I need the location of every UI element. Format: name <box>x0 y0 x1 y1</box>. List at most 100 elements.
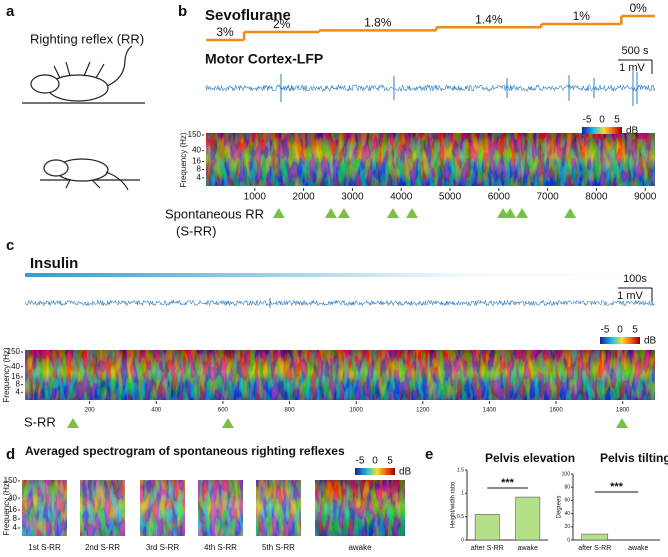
y-tick-label: 20 <box>564 524 570 530</box>
x-tick-label: 1600 <box>549 408 563 414</box>
y-tick-label: 150 <box>7 347 21 356</box>
x-tick-label: 8000 <box>585 192 608 203</box>
y-tick-label: 1 <box>461 491 464 497</box>
step-label: 1% <box>573 9 591 23</box>
panel-letter: c <box>6 237 14 254</box>
y-tick-label: 100 <box>562 471 571 477</box>
event-marker <box>564 208 577 218</box>
y-axis-label: Height/width ratio <box>451 481 457 528</box>
y-tick-label: 150 <box>4 476 18 485</box>
spectrogram-label: 2nd S-RR <box>85 543 120 552</box>
x-tick-label: 2000 <box>292 192 315 203</box>
y-tick-label: 40 <box>564 511 570 517</box>
x-tick-label: 600 <box>218 408 229 414</box>
colorbar-unit: dB <box>626 126 639 137</box>
y-axis-label: Degrees <box>557 496 563 519</box>
y-axis-label: Frequency (Hz) <box>2 347 11 402</box>
event-marker <box>221 418 234 428</box>
bar <box>581 533 609 541</box>
spectrogram-label: 1st S-RR <box>28 543 61 552</box>
y-tick-label: 0 <box>461 537 464 543</box>
y-axis-label: Frequency (Hz) <box>2 480 11 535</box>
panel-title: Righting reflex (RR) <box>30 31 144 46</box>
x-tick-label: 6000 <box>488 192 511 203</box>
drug-label: Insulin <box>30 255 78 272</box>
lfp-trace <box>205 84 655 93</box>
event-marker <box>324 208 337 218</box>
colorbar-tick-label: 5 <box>632 325 638 336</box>
x-tick-label: after S-RR <box>578 545 611 552</box>
x-tick-label: 1400 <box>483 408 497 414</box>
colorbar-unit: dB <box>644 336 657 347</box>
x-tick-label: 3000 <box>341 192 364 203</box>
y-tick-label: 0.5 <box>457 514 464 520</box>
colorbar-tick-label: -5 <box>356 456 365 467</box>
x-tick-label: 1000 <box>349 408 363 414</box>
event-marker <box>337 208 350 218</box>
step-label: 2% <box>273 17 291 31</box>
y-tick-label: 40 <box>192 146 201 155</box>
spectrogram-texture <box>80 480 125 536</box>
event-marker <box>66 418 79 428</box>
colorbar <box>582 127 622 134</box>
y-tick-label: 40 <box>8 493 17 502</box>
colorbar <box>600 337 640 344</box>
y-tick-label: 0 <box>567 537 570 543</box>
colorbar-tick-label: 0 <box>617 325 623 336</box>
event-sublabel: (S-RR) <box>176 223 216 238</box>
spectrogram-texture <box>256 480 301 536</box>
y-axis-label: Frequency (Hz) <box>179 132 188 187</box>
x-tick-label: 9000 <box>634 192 657 203</box>
y-tick-label: 150 <box>188 130 202 139</box>
x-tick-label: 800 <box>285 408 296 414</box>
y-tick-label: 60 <box>564 498 570 504</box>
colorbar-unit: dB <box>399 467 412 478</box>
voltage-scale: 1 mV <box>617 290 643 302</box>
colorbar-tick-label: 0 <box>372 456 378 467</box>
x-tick-label: 1800 <box>616 408 630 414</box>
step-label: 0% <box>629 1 647 15</box>
y-tick-label: 8 <box>197 165 202 174</box>
colorbar-tick-label: 5 <box>387 456 393 467</box>
x-tick-label: after S-RR <box>471 545 504 552</box>
trace-title: Motor Cortex-LFP <box>205 51 323 67</box>
significance-label: *** <box>610 481 624 493</box>
spectrogram-label: 3rd S-RR <box>146 543 180 552</box>
x-tick-label: 400 <box>151 408 162 414</box>
x-tick-label: 1000 <box>244 192 267 203</box>
supine-rat <box>22 45 145 104</box>
colorbar-tick-label: -5 <box>601 325 610 336</box>
y-tick-label: 40 <box>11 362 20 371</box>
bar <box>474 514 500 541</box>
lfp-trace <box>24 299 655 307</box>
step-label: 1.8% <box>364 16 392 30</box>
spectrogram-texture <box>25 350 655 400</box>
panel-letter: e <box>425 446 433 463</box>
event-label: Spontaneous RR <box>165 206 264 221</box>
voltage-scale: 1 mV <box>619 62 645 74</box>
spectrogram-texture <box>206 133 655 186</box>
panel-letter: a <box>6 3 15 20</box>
y-tick-label: 4 <box>16 387 21 396</box>
colorbar-tick-label: 0 <box>599 115 605 126</box>
event-marker <box>406 208 419 218</box>
event-marker <box>616 418 629 428</box>
time-scale: 100s <box>623 273 647 285</box>
step-label: 3% <box>216 25 234 39</box>
spectrogram-texture <box>22 480 67 536</box>
y-tick-label: 4 <box>13 523 18 532</box>
chart-title: Pelvis tilting <box>600 451 668 465</box>
x-tick-label: 200 <box>85 408 96 414</box>
y-tick-label: 16 <box>192 157 201 166</box>
x-tick-label: 1200 <box>416 408 430 414</box>
event-marker <box>386 208 399 218</box>
x-tick-label: awake <box>518 545 538 552</box>
significance-label: *** <box>501 477 515 489</box>
event-label: S-RR <box>24 414 56 429</box>
x-tick-label: 7000 <box>537 192 560 203</box>
spectrogram-texture <box>198 480 243 536</box>
step-label: 1.4% <box>475 12 503 26</box>
chart-title: Pelvis elevation <box>485 451 575 465</box>
panel-letter: b <box>178 3 187 20</box>
